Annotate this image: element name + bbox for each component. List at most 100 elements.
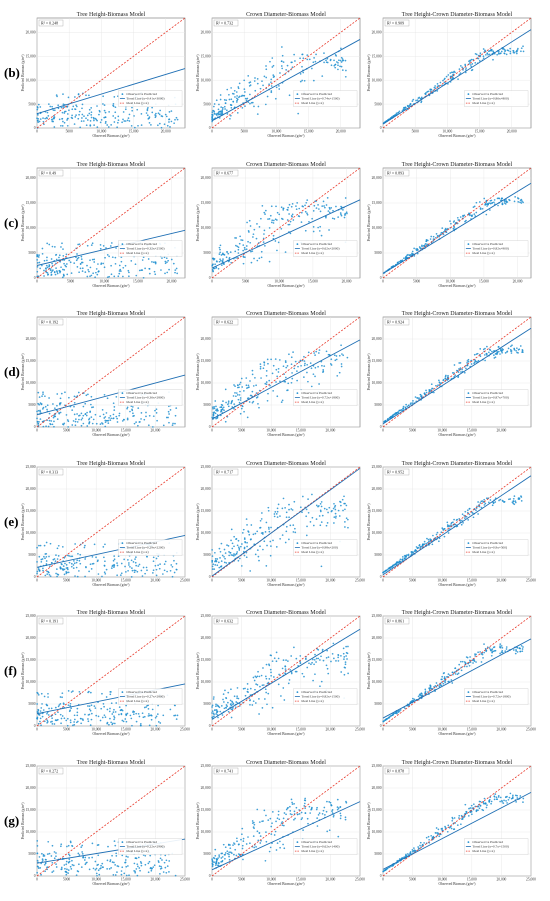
data-point: [503, 200, 506, 203]
data-point: [59, 713, 62, 716]
data-point: [225, 109, 228, 112]
x-tick-label: 0: [382, 130, 384, 134]
data-point: [469, 661, 472, 663]
data-point: [101, 408, 104, 411]
data-point: [173, 559, 175, 562]
data-point: [475, 353, 478, 356]
data-point: [140, 412, 143, 414]
data-point: [239, 557, 241, 560]
data-point: [56, 547, 59, 550]
data-point: [237, 87, 240, 90]
data-point: [215, 260, 218, 262]
legend-ideal: Ideal Line (y=x): [301, 550, 323, 554]
data-point: [175, 267, 178, 270]
data-point: [136, 874, 139, 877]
data-point: [217, 112, 220, 115]
data-point: [54, 719, 57, 721]
data-point: [92, 418, 95, 421]
y-tick-label: 5000: [203, 102, 210, 106]
data-point: [157, 564, 159, 567]
data-point: [218, 260, 221, 263]
data-point: [397, 410, 400, 413]
data-point: [263, 211, 266, 214]
data-point: [37, 256, 40, 258]
data-point: [268, 678, 271, 680]
data-point: [59, 403, 61, 406]
data-point: [397, 711, 400, 713]
r2-box: [213, 169, 239, 177]
data-point: [470, 363, 473, 365]
data-point: [78, 863, 80, 866]
data-point: [104, 572, 107, 575]
data-point: [94, 413, 97, 416]
x-tick-label: 20,000: [507, 130, 517, 135]
data-point: [48, 243, 51, 246]
data-point: [471, 215, 473, 218]
data-point: [63, 573, 66, 576]
data-point: [103, 109, 106, 112]
data-point: [227, 691, 230, 694]
data-point: [442, 378, 445, 381]
data-point: [123, 558, 126, 561]
legend-points: Observed vs Predicted: [301, 391, 332, 395]
data-point: [72, 564, 75, 566]
data-point: [45, 541, 48, 544]
data-point: [160, 269, 162, 271]
data-point: [88, 94, 90, 97]
data-point: [249, 380, 251, 382]
x-tick-label: 5000: [241, 130, 248, 134]
y-tick-label: 20,000: [201, 487, 211, 492]
x-tick-label: 15,000: [129, 130, 139, 135]
data-point: [221, 108, 224, 110]
data-point: [118, 264, 121, 267]
data-point: [249, 102, 251, 105]
data-point: [146, 569, 148, 572]
data-point: [211, 118, 213, 121]
data-point: [428, 388, 431, 391]
data-point: [49, 575, 52, 578]
data-point: [255, 237, 258, 240]
data-point: [399, 558, 402, 561]
x-tick-label: 0: [36, 280, 38, 284]
data-point: [134, 263, 137, 266]
x-tick-label: 15,000: [467, 728, 477, 733]
x-tick-label: 25,000: [355, 579, 365, 584]
data-point: [341, 498, 344, 501]
data-point: [36, 717, 38, 720]
data-point: [168, 405, 170, 408]
data-point: [225, 256, 228, 259]
data-point: [51, 844, 54, 847]
data-point: [170, 564, 173, 566]
data-point: [244, 694, 247, 697]
data-point: [77, 552, 79, 555]
data-point: [269, 654, 272, 657]
data-point: [86, 861, 88, 864]
data-point: [78, 113, 80, 116]
data-point: [482, 802, 485, 805]
data-point: [457, 78, 459, 80]
legend-box: [464, 240, 529, 257]
data-point: [168, 268, 170, 271]
data-point: [291, 803, 294, 805]
data-point: [48, 412, 51, 415]
data-point: [265, 565, 268, 567]
data-point: [36, 117, 38, 120]
data-point: [47, 692, 49, 695]
data-point: [119, 574, 122, 576]
data-point: [93, 124, 95, 126]
data-point: [51, 262, 53, 265]
data-point: [126, 406, 129, 409]
data-point: [239, 399, 242, 401]
data-point: [113, 715, 115, 718]
data-point: [304, 657, 307, 660]
data-point: [310, 385, 313, 388]
data-point: [103, 564, 106, 567]
data-point: [68, 555, 71, 557]
data-point: [252, 676, 255, 679]
data-point: [223, 853, 226, 856]
data-point: [124, 108, 127, 111]
data-point: [135, 556, 137, 558]
